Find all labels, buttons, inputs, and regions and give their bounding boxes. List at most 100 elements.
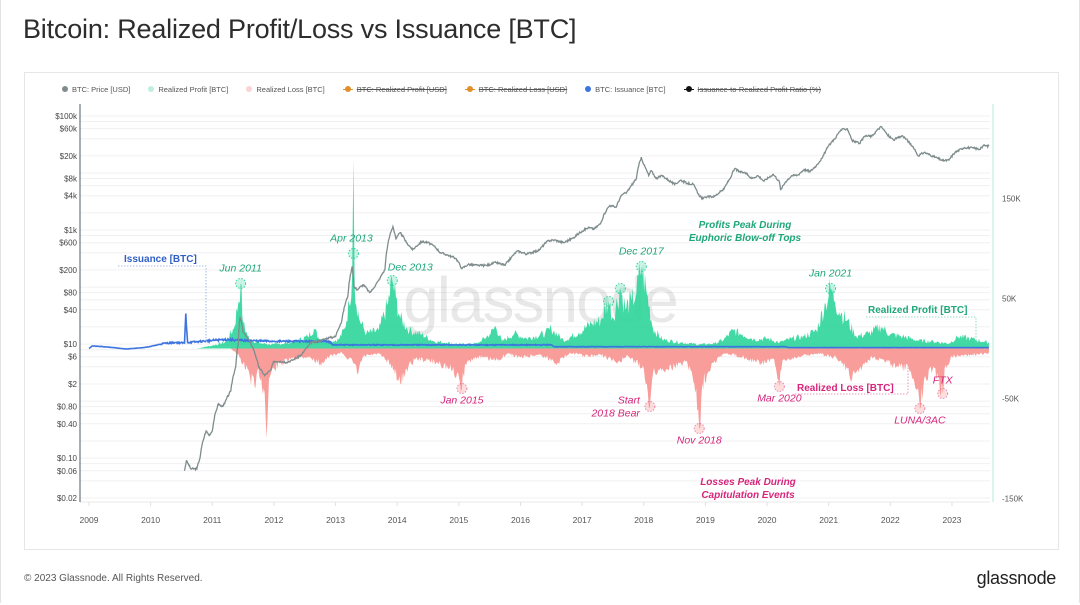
losses-peak-caption: Capitulation Events bbox=[701, 490, 795, 501]
legend-label: BTC: Price [USD] bbox=[72, 84, 131, 94]
x-tick-label: 2011 bbox=[203, 515, 222, 525]
loss-trough-marker bbox=[644, 401, 656, 412]
left-tick-label: $4k bbox=[64, 192, 78, 201]
legend-item-6[interactable]: Issuance-to-Realized Profit Ratio (%) bbox=[683, 84, 821, 94]
left-tick-label: $40 bbox=[64, 306, 78, 315]
loss-trough-label: Mar 2020 bbox=[757, 393, 802, 405]
profit-peak-label: Dec 2013 bbox=[388, 262, 433, 274]
footer-copyright: © 2023 Glassnode. All Rights Reserved. bbox=[24, 573, 203, 584]
legend-label: BTC: Realized Profit [USD] bbox=[356, 84, 447, 94]
loss-trough-label: Start 2018 Bear bbox=[590, 395, 641, 420]
left-tick-label: $0.80 bbox=[57, 403, 78, 412]
profit-peak-label: Jun 2011 bbox=[218, 263, 261, 275]
loss-trough-marker bbox=[456, 383, 468, 394]
loss-trough-label: FTX bbox=[933, 375, 954, 387]
realized-profit-leader-line bbox=[866, 316, 977, 343]
left-tick-label: $0.02 bbox=[57, 494, 78, 503]
left-tick-label: $6 bbox=[68, 353, 77, 362]
legend-label: Issuance-to-Realized Profit Ratio (%) bbox=[697, 84, 821, 94]
legend-item-2[interactable]: Realized Loss [BTC] bbox=[246, 84, 325, 94]
losses-peak-caption: Losses Peak During bbox=[700, 477, 796, 488]
legend-marker-icon bbox=[342, 86, 353, 92]
legend-label: Realized Loss [BTC] bbox=[256, 84, 325, 94]
left-tick-label: $0.40 bbox=[57, 420, 78, 429]
legend-item-0[interactable]: BTC: Price [USD] bbox=[62, 85, 130, 94]
loss-trough-label: Nov 2018 bbox=[677, 435, 722, 447]
x-tick-label: 2016 bbox=[511, 515, 530, 525]
x-tick-label: 2020 bbox=[758, 515, 777, 525]
x-tick-label: 2015 bbox=[449, 515, 468, 525]
legend-label: Realized Profit [BTC] bbox=[158, 84, 229, 94]
profit-peak-marker bbox=[603, 296, 615, 307]
right-tick-label: -150K bbox=[1002, 495, 1024, 504]
loss-trough-marker bbox=[914, 403, 926, 414]
x-tick-label: 2023 bbox=[942, 515, 961, 525]
x-tick-label: 2022 bbox=[881, 515, 900, 525]
profit-peak-label: Apr 2013 bbox=[329, 233, 373, 245]
realized-loss-area bbox=[230, 348, 989, 439]
profit-peak-marker bbox=[347, 248, 359, 259]
x-tick-label: 2013 bbox=[326, 515, 345, 525]
loss-trough-label: Jan 2015 bbox=[439, 395, 483, 407]
realized-profit-series-label: Realized Profit [BTC] bbox=[868, 305, 967, 316]
right-tick-label: 50K bbox=[1002, 295, 1017, 304]
profit-peak-label: Dec 2017 bbox=[619, 246, 665, 258]
legend-item-1[interactable]: Realized Profit [BTC] bbox=[148, 85, 228, 94]
loss-trough-marker bbox=[693, 423, 705, 434]
footer-brand-logo[interactable]: glassnode bbox=[976, 568, 1057, 588]
right-tick-label: 150K bbox=[1002, 195, 1021, 204]
left-tick-label: $600 bbox=[59, 239, 77, 248]
legend-item-5[interactable]: BTC: Issuance [BTC] bbox=[585, 84, 666, 94]
right-tick-label: -50K bbox=[1002, 395, 1020, 404]
loss-trough-label: LUNA/3AC bbox=[894, 415, 946, 427]
axes: 2009 2010 2011 2012 2013 2014 2015 2016 2017 2018… bbox=[55, 104, 1024, 525]
legend-item-3[interactable]: BTC: Realized Profit [USD] bbox=[342, 84, 447, 94]
x-tick-label: 2019 bbox=[696, 515, 715, 525]
loss-trough-marker bbox=[937, 388, 949, 399]
left-tick-label: $200 bbox=[59, 266, 77, 275]
profits-peak-caption: Euphoric Blow-off Tops bbox=[689, 233, 802, 244]
legend-marker-icon bbox=[585, 86, 592, 92]
chart-legend: BTC: Price [USD] Realized Profit [BTC] Rea… bbox=[62, 82, 839, 96]
gridlines bbox=[80, 115, 990, 499]
legend-label: BTC: Realized Loss [USD] bbox=[478, 84, 568, 94]
issuance-leader-line bbox=[118, 265, 207, 343]
left-tick-label: $0.06 bbox=[57, 467, 78, 476]
left-tick-label: $2 bbox=[68, 380, 77, 389]
x-tick-label: 2018 bbox=[634, 515, 653, 525]
left-tick-label: $100k bbox=[55, 112, 78, 121]
annotations: Jun 2011 Apr 2013 Dec 2013 Dec 2017 Jan 2021… bbox=[118, 220, 977, 501]
left-tick-label: $1k bbox=[64, 226, 78, 235]
legend-marker-icon bbox=[464, 86, 475, 92]
legend-item-4[interactable]: BTC: Realized Loss [USD] bbox=[464, 84, 568, 94]
x-tick-label: 2012 bbox=[264, 515, 283, 525]
realized-loss-series-label: Realized Loss [BTC] bbox=[797, 383, 894, 394]
profit-peak-marker bbox=[386, 275, 398, 286]
left-tick-label: $80 bbox=[64, 289, 78, 298]
left-tick-label: $0.10 bbox=[57, 454, 78, 463]
legend-marker-icon bbox=[148, 86, 155, 92]
x-tick-label: 2010 bbox=[141, 515, 160, 525]
loss-trough-marker bbox=[773, 381, 785, 392]
left-tick-label: $10 bbox=[64, 340, 78, 349]
profit-peak-label: Jan 2021 bbox=[808, 268, 852, 280]
left-tick-label: $20k bbox=[60, 152, 78, 161]
x-tick-label: 2021 bbox=[819, 515, 838, 525]
realized-profit-area bbox=[196, 158, 989, 349]
price-line bbox=[183, 125, 990, 472]
legend-label: BTC: Issuance [BTC] bbox=[595, 84, 666, 94]
legend-marker-icon bbox=[683, 86, 694, 92]
legend-marker-icon bbox=[246, 86, 253, 92]
x-tick-label: 2014 bbox=[388, 515, 407, 525]
issuance-series-label: Issuance [BTC] bbox=[124, 254, 197, 265]
profits-peak-caption: Profits Peak During bbox=[699, 220, 792, 231]
profit-peak-marker bbox=[635, 261, 647, 272]
profit-peak-marker bbox=[614, 283, 626, 294]
line-series bbox=[88, 125, 990, 472]
page-title: Bitcoin: Realized Profit/Loss vs Issuanc… bbox=[23, 14, 577, 44]
x-tick-label: 2009 bbox=[80, 515, 99, 525]
left-tick-label: $60k bbox=[60, 125, 78, 134]
left-tick-label: $8k bbox=[64, 175, 78, 184]
profit-peak-marker bbox=[825, 283, 837, 294]
